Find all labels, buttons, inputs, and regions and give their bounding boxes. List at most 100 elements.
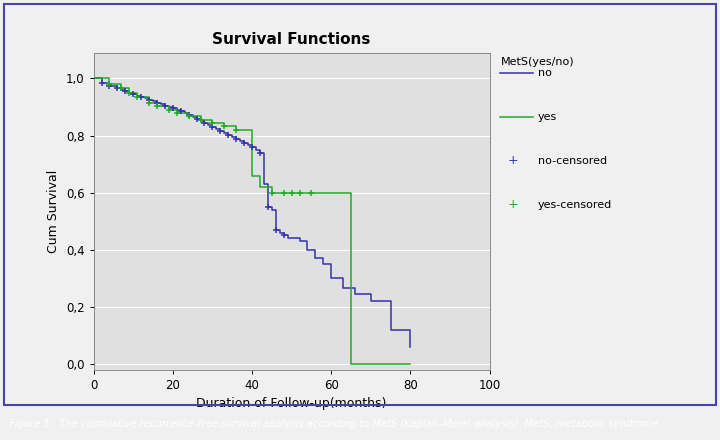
no-censored [129, 92, 138, 97]
Text: MetS(yes/no): MetS(yes/no) [500, 57, 574, 67]
yes [153, 103, 161, 108]
yes [268, 184, 276, 190]
yes [125, 90, 134, 95]
yes [208, 117, 217, 122]
yes [173, 107, 181, 113]
Line: no-censored: no-censored [98, 79, 287, 239]
yes [117, 81, 126, 87]
Text: +: + [508, 154, 518, 167]
Line: yes-censored: yes-censored [106, 81, 315, 196]
no-censored [105, 83, 114, 88]
yes [232, 124, 240, 129]
yes-censored [105, 81, 114, 87]
yes [196, 117, 205, 122]
Text: yes-censored: yes-censored [538, 201, 612, 210]
no-censored [240, 140, 248, 146]
yes [248, 173, 256, 178]
no-censored [200, 121, 209, 126]
yes-censored [208, 121, 217, 126]
yes [164, 103, 174, 108]
yes-censored [279, 190, 288, 195]
yes [406, 361, 415, 367]
no [153, 100, 161, 106]
yes [279, 190, 288, 195]
yes [307, 190, 316, 195]
no-censored [97, 80, 106, 85]
yes [145, 100, 153, 106]
no-censored [256, 150, 264, 155]
no [311, 256, 320, 261]
no [89, 76, 98, 81]
Line: no: no [94, 78, 410, 347]
no-censored [279, 233, 288, 238]
no [189, 112, 197, 117]
yes [279, 190, 288, 195]
no-censored [271, 227, 280, 232]
yes-censored [220, 124, 229, 129]
yes-censored [307, 190, 316, 195]
no [176, 107, 185, 113]
no-censored [264, 204, 272, 209]
yes [184, 110, 193, 115]
no-censored [248, 144, 256, 150]
yes [248, 127, 256, 132]
no-censored [121, 89, 130, 94]
yes-censored [153, 103, 161, 108]
yes [220, 124, 229, 129]
Line: yes: yes [94, 78, 410, 364]
yes [256, 184, 264, 190]
yes-censored [145, 100, 153, 106]
Text: yes: yes [538, 113, 557, 122]
yes-censored [173, 110, 181, 115]
no-censored [145, 97, 153, 103]
yes [256, 173, 264, 178]
yes [105, 76, 114, 81]
yes-censored [164, 107, 174, 113]
yes-censored [295, 190, 304, 195]
yes [220, 121, 229, 126]
no-censored [216, 128, 225, 134]
yes [327, 190, 336, 195]
yes-censored [117, 86, 126, 91]
yes [184, 114, 193, 119]
yes-censored [287, 190, 296, 195]
yes [133, 90, 142, 95]
yes [89, 76, 98, 81]
yes [327, 190, 336, 195]
yes-censored [125, 90, 134, 95]
yes [347, 190, 356, 195]
yes [173, 110, 181, 115]
Text: no-censored: no-censored [538, 157, 607, 166]
no-censored [113, 86, 122, 91]
X-axis label: Duration of Follow-up(months): Duration of Follow-up(months) [197, 397, 387, 410]
yes [406, 361, 415, 367]
yes [105, 81, 114, 87]
yes-censored [196, 117, 205, 122]
yes [347, 361, 356, 367]
Text: Figure 1.  The cumulative recurrence-free survival analysis according to MetS (K: Figure 1. The cumulative recurrence-free… [9, 418, 661, 429]
yes-censored [268, 190, 276, 195]
no-censored [137, 95, 145, 100]
no-censored [176, 109, 185, 114]
no [406, 344, 415, 349]
yes [232, 127, 240, 132]
Title: Survival Functions: Survival Functions [212, 33, 371, 48]
yes [268, 190, 276, 195]
yes [164, 107, 174, 113]
yes [208, 121, 217, 126]
yes-censored [133, 95, 142, 100]
Y-axis label: Cum Survival: Cum Survival [48, 169, 60, 253]
no-censored [208, 125, 217, 130]
no-censored [153, 100, 161, 106]
yes-censored [184, 114, 193, 119]
yes [133, 95, 142, 100]
yes [117, 86, 126, 91]
Text: +: + [508, 198, 518, 211]
no-censored [161, 103, 169, 108]
no-censored [232, 136, 240, 142]
yes [153, 100, 161, 106]
yes [307, 190, 316, 195]
no-censored [184, 112, 193, 117]
yes [125, 86, 134, 91]
Text: no: no [538, 69, 552, 78]
